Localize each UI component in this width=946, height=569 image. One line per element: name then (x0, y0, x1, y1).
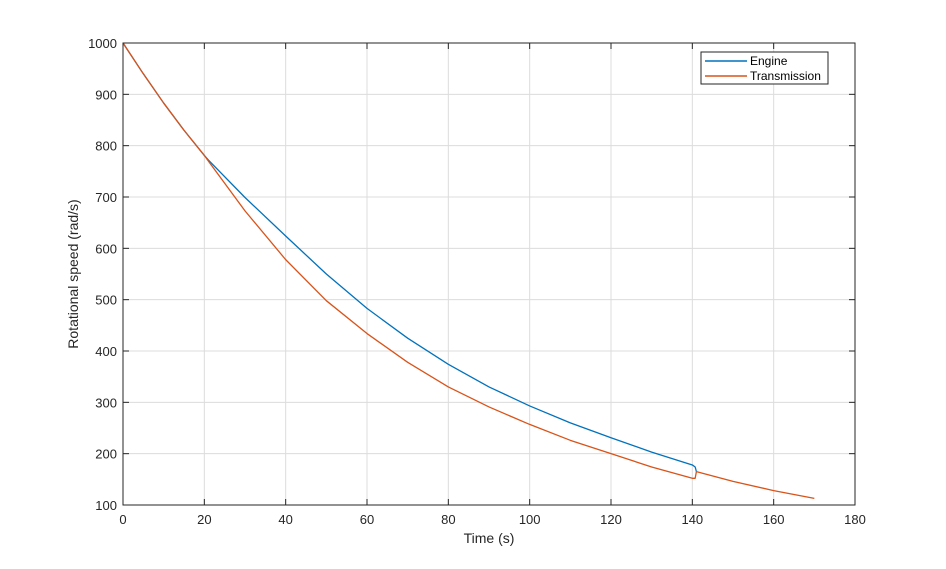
y-tick-label: 200 (95, 447, 117, 462)
y-tick-label: 700 (95, 190, 117, 205)
x-tick-label: 40 (278, 512, 292, 527)
x-tick-label: 60 (360, 512, 374, 527)
y-tick-label: 300 (95, 395, 117, 410)
y-tick-label: 400 (95, 344, 117, 359)
legend-label-engine: Engine (750, 54, 788, 68)
x-axis-label: Time (s) (464, 530, 515, 546)
x-tick-label: 20 (197, 512, 211, 527)
x-tick-label: 100 (519, 512, 541, 527)
x-tick-label: 180 (844, 512, 866, 527)
x-tick-label: 0 (119, 512, 126, 527)
plot-frame (122, 42, 856, 506)
grid (123, 43, 855, 505)
y-tick-label: 900 (95, 87, 117, 102)
y-tick-label: 600 (95, 241, 117, 256)
series-line-transmission (122, 42, 815, 499)
y-tick-label: 800 (95, 139, 117, 154)
y-tick-label: 500 (95, 293, 117, 308)
plot-area (123, 43, 855, 505)
legend-box (700, 51, 829, 85)
y-axis-label: Rotational speed (rad/s) (65, 199, 81, 348)
y-tick-label: 100 (95, 498, 117, 513)
legend-label-transmission: Transmission (750, 69, 821, 83)
y-tick-label: 1000 (88, 36, 117, 51)
x-tick-label: 140 (681, 512, 703, 527)
x-tick-label: 160 (763, 512, 785, 527)
x-tick-label: 80 (441, 512, 455, 527)
x-tick-label: 120 (600, 512, 622, 527)
axis-ticks: 0 20 40 60 80 100 120 140 160 180 100 200 300 400 500 6… (88, 36, 866, 527)
series-layer (122, 42, 815, 499)
legend: Engine Transmission (700, 51, 829, 85)
